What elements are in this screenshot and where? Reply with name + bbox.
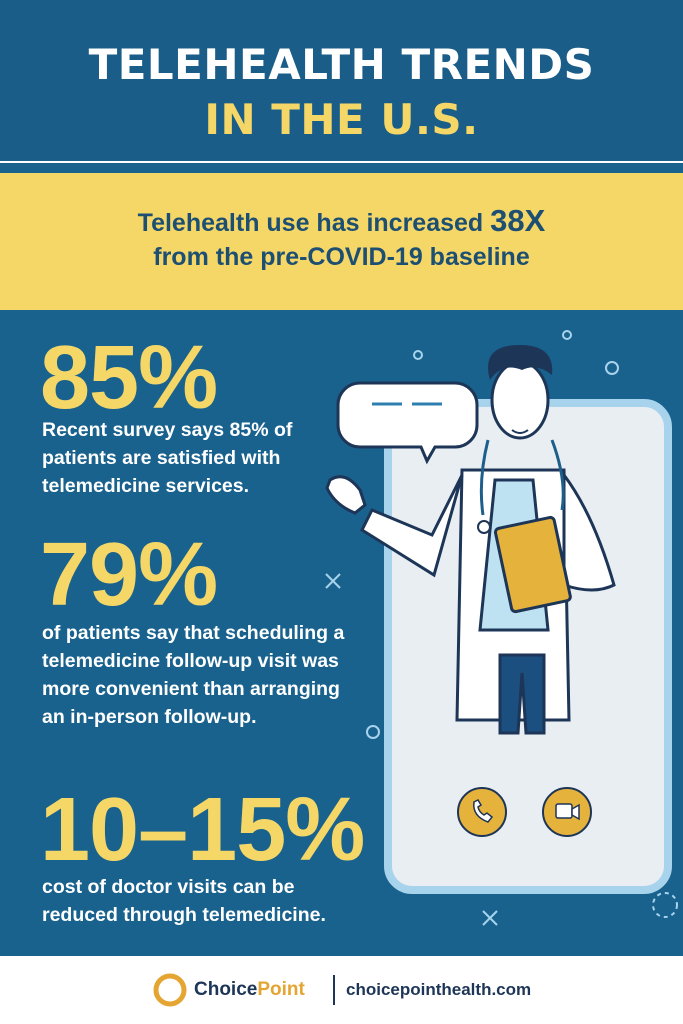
banner-line2: from the pre-COVID-19 baseline bbox=[153, 243, 530, 271]
stat-text: of patients say that scheduling a teleme… bbox=[42, 622, 345, 728]
stat-value: 79% bbox=[40, 525, 218, 625]
stat-value: 85% bbox=[40, 328, 218, 428]
brand-part2: Point bbox=[257, 979, 305, 1000]
banner-highlight: 38X bbox=[490, 203, 546, 238]
website: choicepointhealth.com bbox=[346, 980, 532, 999]
brand: ChoicePoint bbox=[194, 979, 305, 1001]
stat-value: 10–15% bbox=[40, 780, 365, 880]
title-line1: TELEHEALTH TRENDS bbox=[88, 40, 595, 89]
stat-text: cost of doctor visits can be reduced thr… bbox=[42, 876, 326, 926]
banner-text: Telehealth use has increased bbox=[137, 209, 484, 237]
banner-line1: Telehealth use has increased 38X bbox=[0, 203, 683, 239]
stat-text: Recent survey says 85% of patients are s… bbox=[42, 419, 293, 497]
brand-part1: Choice bbox=[194, 979, 258, 1000]
title-line2: IN THE U.S. bbox=[204, 95, 479, 144]
